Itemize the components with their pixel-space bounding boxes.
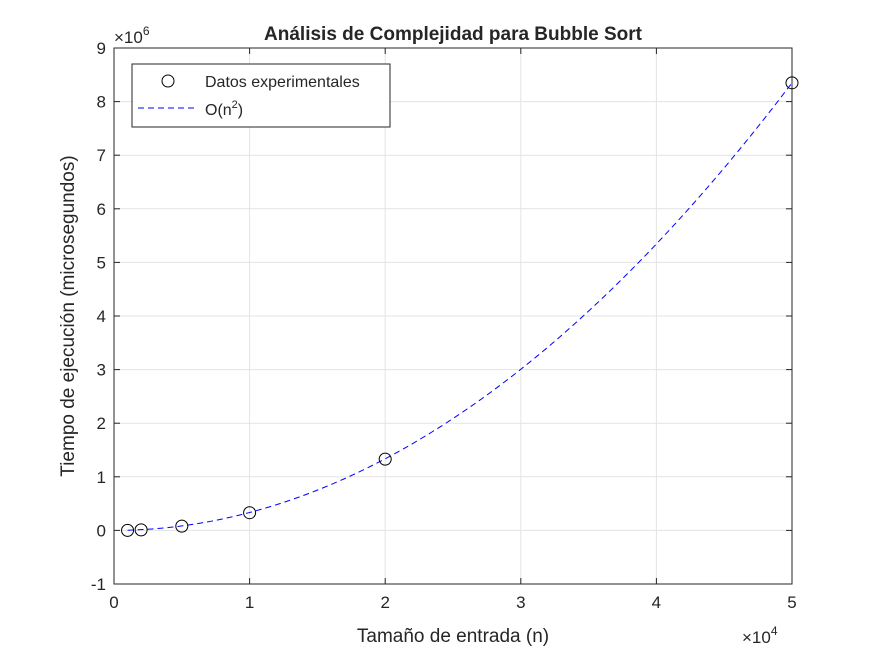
y-axis-label: Tiempo de ejecución (microsegundos)	[58, 155, 79, 476]
legend-label-quadratic: O(n2)	[205, 99, 243, 119]
x-tick-label: 1	[245, 593, 254, 612]
data-point	[378, 452, 392, 466]
data-point	[134, 523, 148, 537]
series-layer	[121, 76, 799, 537]
y-tick-label: 2	[97, 414, 106, 433]
data-point	[785, 76, 799, 90]
y-tick-label: 7	[97, 146, 106, 165]
y-tick-label: 0	[97, 521, 106, 540]
chart-title: Análisis de Complejidad para Bubble Sort	[264, 24, 643, 45]
data-point	[121, 523, 135, 537]
x-exponent-label: ×104	[742, 624, 778, 647]
y-tick-label: 6	[97, 200, 106, 219]
x-tick-label: 3	[516, 593, 525, 612]
y-tick-label: 4	[97, 307, 106, 326]
y-tick-label: 3	[97, 361, 106, 380]
x-tick-label: 5	[787, 593, 796, 612]
legend-label-experimental: Datos experimentales	[205, 74, 360, 91]
data-point	[175, 519, 189, 533]
legend-marker-circle	[161, 74, 175, 88]
legend: Datos experimentales O(n2)	[131, 63, 391, 128]
y-tick-label: 8	[97, 93, 106, 112]
y-exponent-label: ×106	[114, 24, 150, 47]
x-tick-label: 4	[652, 593, 661, 612]
y-tick-label: 5	[97, 253, 106, 272]
x-tick-label: 2	[380, 593, 389, 612]
x-axis-label: Tamaño de entrada (n)	[357, 626, 549, 647]
legend-box	[131, 63, 391, 128]
y-tick-label: -1	[91, 575, 106, 594]
y-tick-label: 1	[97, 468, 106, 487]
x-tick-label: 0	[109, 593, 118, 612]
data-point	[243, 506, 257, 520]
y-tick-label: 9	[97, 39, 106, 58]
series-line-quadratic	[127, 82, 793, 531]
